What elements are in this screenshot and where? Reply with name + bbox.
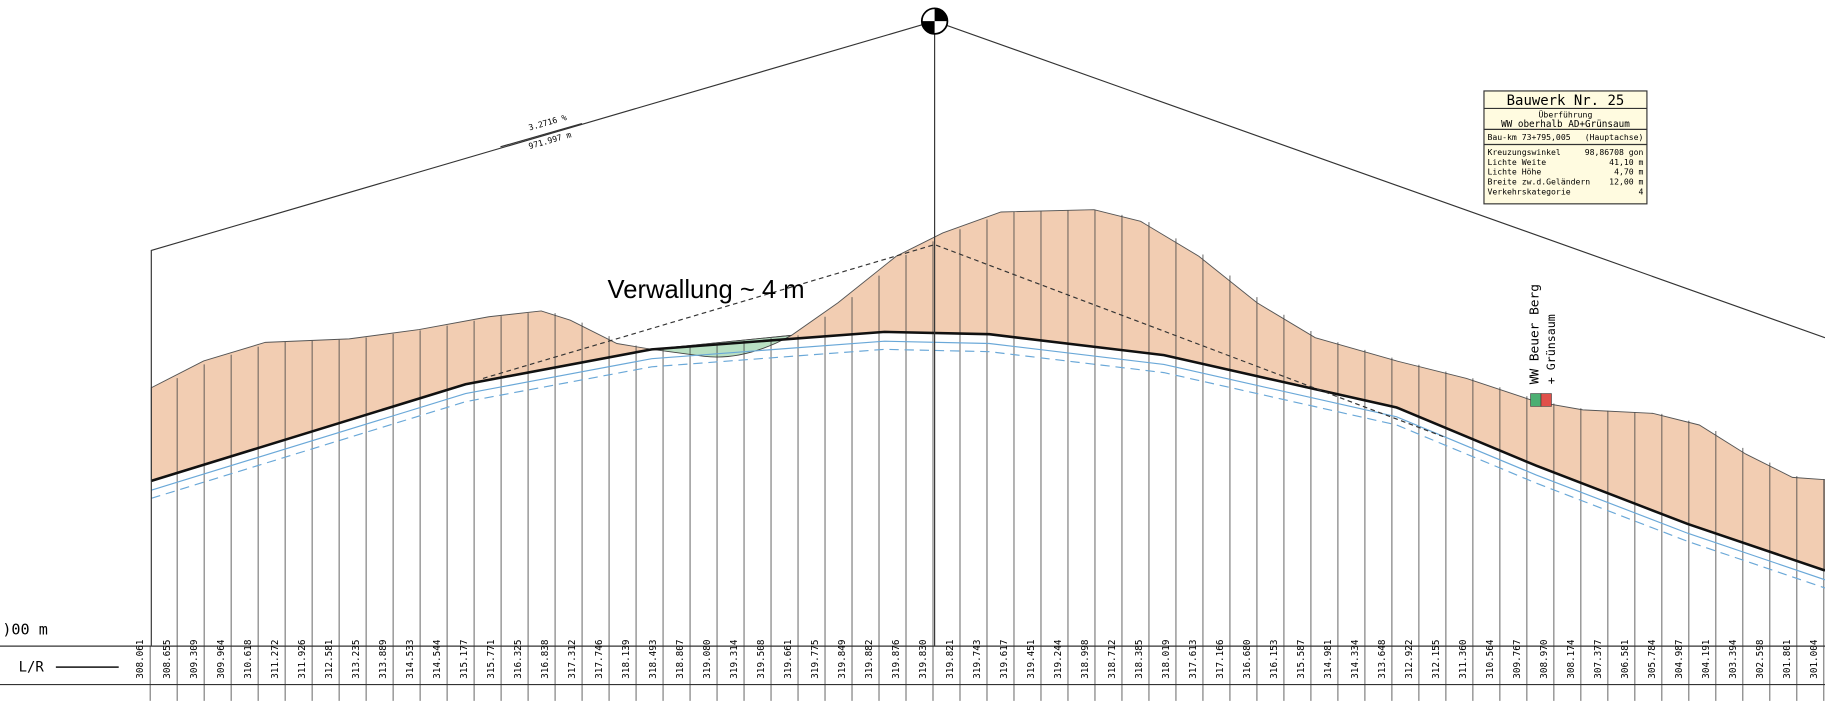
info-box: Bauwerk Nr. 25 Überführung WW oberhalb A…: [1483, 90, 1648, 205]
station-label: 316.680: [1242, 640, 1253, 679]
berm-label: Verwallung ~ 4 m: [608, 276, 805, 304]
station-label: 318.385: [1134, 640, 1145, 679]
station-label: 310.618: [243, 640, 254, 679]
station-label: 314.981: [1323, 640, 1334, 679]
station-label: 318.998: [1080, 640, 1091, 679]
station-label: 301.004: [1809, 639, 1820, 679]
info-value: 12,00 m: [1609, 177, 1643, 187]
info-key: Verkehrskategorie: [1487, 187, 1570, 197]
station-label: 303.394: [1728, 639, 1739, 679]
station-label: 316.325: [513, 640, 524, 679]
station-label: 319.451: [1026, 640, 1037, 679]
station-label: 318.807: [675, 640, 686, 679]
info-axis: (Hauptachse): [1585, 132, 1644, 142]
terrain: [150, 209, 1825, 571]
station-label: 308.061: [135, 640, 146, 679]
station-label: 318.712: [1107, 640, 1118, 679]
station-label: 316.153: [1269, 640, 1280, 679]
station-lines: [149, 209, 1825, 701]
station-label: 309.767: [1512, 640, 1523, 679]
station-label: 319.244: [1053, 639, 1064, 679]
station-label: 318.019: [1161, 640, 1172, 679]
station-label: 317.166: [1215, 640, 1226, 679]
station-label: 314.544: [432, 639, 443, 679]
info-subtitle: Überführung: [1539, 110, 1593, 120]
station-label: 313.648: [1377, 640, 1388, 679]
station-label: 312.155: [1431, 640, 1442, 679]
station-label: 319.314: [729, 639, 740, 679]
station-label: 319.661: [783, 640, 794, 679]
grade-triangle: [150, 20, 1825, 647]
info-value: 4,70 m: [1614, 167, 1643, 177]
info-key: Lichte Höhe: [1487, 167, 1541, 177]
wall-name: WW Beuer Berg: [1528, 284, 1543, 384]
station-label: 318.493: [648, 640, 659, 679]
station-label: 304.987: [1674, 640, 1685, 679]
station-label: 319.080: [702, 640, 713, 679]
road-line: [150, 330, 1825, 572]
vertex-symbol-fill: [921, 8, 948, 34]
info-name: WW oberhalb AD+Grünsaum: [1501, 119, 1630, 130]
station-label: 319.876: [891, 640, 902, 679]
station-label: 304.191: [1701, 640, 1712, 679]
station-label: 311.272: [270, 640, 281, 679]
station-label: 319.508: [756, 640, 767, 679]
station-label: 313.889: [378, 640, 389, 679]
grade-arrow: [500, 122, 583, 148]
station-label: 305.784: [1647, 639, 1658, 679]
station-label: 319.775: [810, 640, 821, 679]
station-label: 319.882: [864, 640, 875, 679]
station-label: 315.771: [486, 640, 497, 679]
station-label: 311.926: [297, 640, 308, 679]
wall-suffix: + Grünsaum: [1544, 314, 1558, 384]
station-label: 317.312: [567, 640, 578, 679]
station-label: 316.838: [540, 640, 551, 679]
station-label: 312.581: [324, 640, 335, 679]
station-label: 302.598: [1755, 640, 1766, 679]
scale-label: )00 m: [2, 620, 48, 638]
station-label: 319.821: [945, 640, 956, 679]
station-label: 311.360: [1458, 640, 1469, 679]
row-label: L/R: [19, 660, 45, 676]
info-value: 98,86708 gon: [1585, 147, 1644, 157]
station-label: 319.617: [999, 640, 1010, 679]
station-label: 301.801: [1782, 640, 1793, 679]
wall-marker-green: [1530, 393, 1542, 407]
offset-line: [151, 340, 1825, 581]
station-label: 310.564: [1485, 639, 1496, 679]
station-label: 309.309: [189, 640, 200, 679]
info-key: Kreuzungswinkel: [1487, 147, 1560, 157]
station-label: 315.587: [1296, 640, 1307, 679]
station-label: 308.970: [1539, 640, 1550, 679]
station-label: 308.174: [1566, 639, 1577, 679]
info-frame: [1483, 90, 1648, 205]
station-label: 319.743: [972, 640, 983, 679]
offset-dashed: [151, 348, 1825, 589]
station-label: 313.235: [351, 640, 362, 679]
sight-line: [482, 243, 1444, 438]
station-label: 309.964: [216, 639, 227, 679]
info-title: Bauwerk Nr. 25: [1507, 93, 1625, 109]
info-key: Lichte Weite: [1487, 157, 1546, 167]
info-station: Bau-km 73+795,005: [1487, 132, 1570, 142]
station-label: 317.613: [1188, 640, 1199, 679]
info-value: 41,10 m: [1609, 157, 1643, 167]
station-label: 306.581: [1620, 640, 1631, 679]
info-value: 4: [1639, 187, 1644, 197]
station-label: 319.849: [837, 640, 848, 679]
station-label: 308.655: [162, 640, 173, 679]
station-label: 319.830: [918, 640, 929, 679]
station-label: 317.746: [594, 640, 605, 679]
station-label: 314.334: [1350, 639, 1361, 679]
station-label: 314.533: [405, 640, 416, 679]
wall-marker-red: [1540, 393, 1552, 407]
station-label: 318.139: [621, 640, 632, 679]
station-label: 312.922: [1404, 640, 1415, 679]
station-label: 307.377: [1593, 640, 1604, 679]
info-key: Breite zw.d.Geländern: [1487, 177, 1590, 187]
station-label: 315.177: [459, 640, 470, 679]
